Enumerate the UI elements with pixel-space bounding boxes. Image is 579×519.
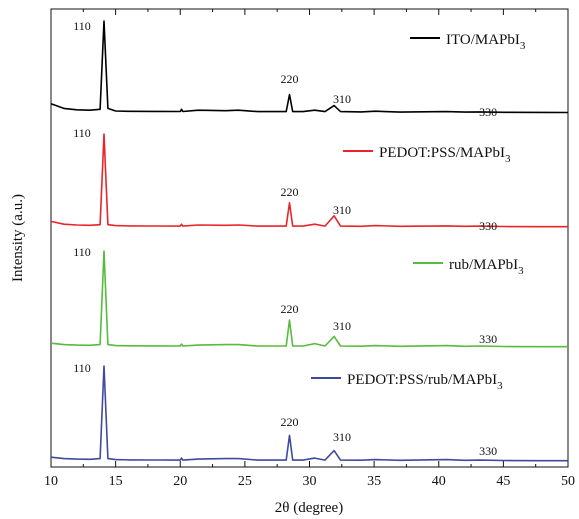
peak-label-110-trace-2: 110	[73, 126, 91, 140]
traces-group	[50, 20, 569, 462]
x-axis-title: 2θ (degree)	[275, 500, 343, 516]
y-axis-title: Intensity (a.u.)	[10, 194, 26, 282]
x-tick-label-30: 30	[303, 474, 317, 489]
x-tick-label-20: 20	[173, 474, 187, 489]
x-tick-label-40: 40	[432, 474, 446, 489]
peak-label-110-trace-1: 110	[73, 19, 91, 33]
peak-label-330-trace-4: 330	[479, 444, 497, 458]
peak-label-310-trace-3: 310	[333, 319, 351, 333]
legend-label-3: rub/MAPbI3	[449, 257, 524, 277]
x-tick-label-10: 10	[44, 474, 58, 489]
peak-label-310-trace-4: 310	[333, 430, 351, 444]
peak-label-220-trace-1: 220	[280, 72, 298, 86]
plot-frame	[50, 8, 569, 468]
x-tick-label-50: 50	[561, 474, 575, 489]
legend-label-4: PEDOT:PSS/rub/MAPbI3	[347, 372, 503, 392]
peak-labels-group: 110 220 310 330 110 220 310 330 110 220 310 330 110 2…	[73, 19, 497, 458]
peak-label-310-trace-1: 310	[333, 92, 351, 106]
x-tick-label-45: 45	[496, 474, 510, 489]
x-tick-label-35: 35	[367, 474, 381, 489]
peak-label-220-trace-2: 220	[280, 185, 298, 199]
peak-label-220-trace-3: 220	[280, 302, 298, 316]
peak-label-110-trace-3: 110	[73, 245, 91, 259]
peak-label-330-trace-3: 330	[479, 332, 497, 346]
peak-label-310-trace-2: 310	[333, 203, 351, 217]
series-line-3	[50, 250, 568, 348]
series-line-4	[50, 365, 568, 462]
peak-label-330-trace-2: 330	[479, 219, 497, 233]
legend-label-2: PEDOT:PSS/MAPbI3	[379, 145, 511, 165]
peak-label-110-trace-4: 110	[73, 361, 91, 375]
legend-label-1: ITO/MAPbI3	[446, 32, 526, 52]
x-tick-label-25: 25	[238, 474, 252, 489]
peak-label-330-trace-1: 330	[479, 105, 497, 119]
series-line-1	[50, 20, 569, 114]
series-line-2	[50, 133, 568, 228]
peak-label-220-trace-4: 220	[280, 415, 298, 429]
x-tick-label-15: 15	[109, 474, 123, 489]
ticks-group: 10 15 20 25 30 35 40 45 50	[44, 9, 575, 489]
legends-group: ITO/MAPbI3 PEDOT:PSS/MAPbI3 rub/MAPbI3 PEDO…	[311, 32, 526, 392]
